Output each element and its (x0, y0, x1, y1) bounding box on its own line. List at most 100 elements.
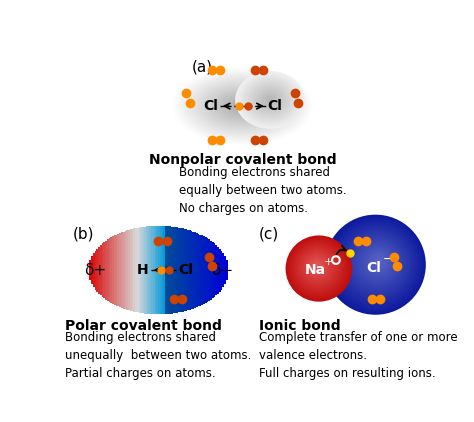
Bar (160, 226, 163, 314)
Bar (211, 242, 214, 298)
Bar (186, 230, 189, 310)
Bar (222, 253, 224, 287)
Bar (147, 226, 150, 314)
Ellipse shape (179, 71, 307, 141)
Bar (132, 229, 134, 311)
Ellipse shape (325, 215, 426, 315)
Bar (206, 238, 208, 302)
Ellipse shape (347, 233, 407, 293)
Ellipse shape (253, 86, 288, 114)
Ellipse shape (349, 235, 405, 291)
Bar (202, 236, 205, 304)
Ellipse shape (328, 217, 423, 311)
Bar (146, 227, 148, 314)
Ellipse shape (249, 83, 291, 117)
Ellipse shape (246, 80, 294, 120)
Bar (220, 251, 222, 289)
Ellipse shape (216, 91, 270, 121)
Bar (119, 233, 122, 307)
Bar (179, 228, 182, 312)
Ellipse shape (301, 251, 334, 283)
Ellipse shape (356, 241, 399, 284)
Ellipse shape (201, 83, 285, 129)
Bar (110, 237, 113, 303)
Ellipse shape (233, 101, 253, 111)
Bar (177, 228, 180, 312)
Ellipse shape (240, 105, 246, 108)
Text: +: + (323, 257, 333, 268)
Bar (216, 246, 219, 294)
Text: Cl: Cl (267, 99, 282, 113)
Ellipse shape (310, 260, 322, 272)
Ellipse shape (338, 226, 415, 302)
Bar (184, 230, 187, 311)
Ellipse shape (265, 96, 275, 104)
Ellipse shape (315, 265, 317, 267)
Text: Polar covalent bond: Polar covalent bond (65, 319, 222, 333)
Ellipse shape (333, 221, 419, 307)
Ellipse shape (302, 252, 332, 282)
Ellipse shape (372, 254, 386, 268)
Ellipse shape (363, 247, 393, 277)
Ellipse shape (196, 81, 290, 132)
Ellipse shape (239, 74, 301, 126)
Bar (156, 226, 159, 314)
Bar (123, 232, 125, 308)
Ellipse shape (194, 79, 292, 133)
Bar (93, 253, 95, 287)
Ellipse shape (261, 93, 279, 107)
Bar (210, 241, 212, 300)
Ellipse shape (258, 90, 282, 110)
Ellipse shape (266, 97, 273, 103)
Ellipse shape (339, 227, 414, 301)
Bar (167, 226, 169, 314)
Bar (188, 230, 191, 310)
Ellipse shape (292, 241, 345, 295)
Ellipse shape (211, 89, 275, 124)
Ellipse shape (293, 243, 343, 292)
Ellipse shape (377, 259, 381, 263)
Ellipse shape (288, 238, 349, 298)
Text: −: − (383, 253, 393, 266)
Bar (128, 230, 130, 310)
Bar (133, 228, 136, 312)
Bar (135, 228, 137, 312)
Bar (155, 226, 157, 314)
Ellipse shape (376, 258, 382, 264)
Ellipse shape (191, 78, 294, 134)
Bar (201, 235, 203, 305)
Bar (218, 249, 220, 292)
Bar (164, 226, 166, 314)
Ellipse shape (366, 250, 391, 274)
Bar (183, 229, 185, 311)
Ellipse shape (184, 74, 302, 138)
Ellipse shape (367, 251, 390, 273)
Ellipse shape (304, 254, 330, 280)
Ellipse shape (364, 248, 392, 276)
Ellipse shape (209, 87, 277, 125)
Ellipse shape (240, 76, 300, 124)
Text: δ+: δ+ (84, 262, 106, 278)
Ellipse shape (359, 243, 397, 281)
Ellipse shape (373, 255, 385, 267)
Ellipse shape (362, 246, 394, 278)
Ellipse shape (251, 84, 289, 116)
Bar (139, 227, 141, 313)
Text: Cl: Cl (366, 261, 382, 275)
Ellipse shape (360, 244, 396, 280)
Bar (208, 239, 210, 301)
Ellipse shape (303, 253, 331, 281)
Ellipse shape (332, 220, 420, 308)
Bar (153, 226, 155, 314)
Bar (96, 249, 99, 292)
Ellipse shape (213, 90, 273, 122)
Ellipse shape (204, 84, 282, 127)
Ellipse shape (289, 239, 348, 298)
Ellipse shape (350, 236, 404, 290)
Ellipse shape (299, 248, 337, 286)
Bar (215, 245, 217, 295)
Ellipse shape (326, 216, 425, 314)
Ellipse shape (219, 92, 267, 119)
Bar (191, 232, 194, 308)
Ellipse shape (300, 250, 335, 284)
